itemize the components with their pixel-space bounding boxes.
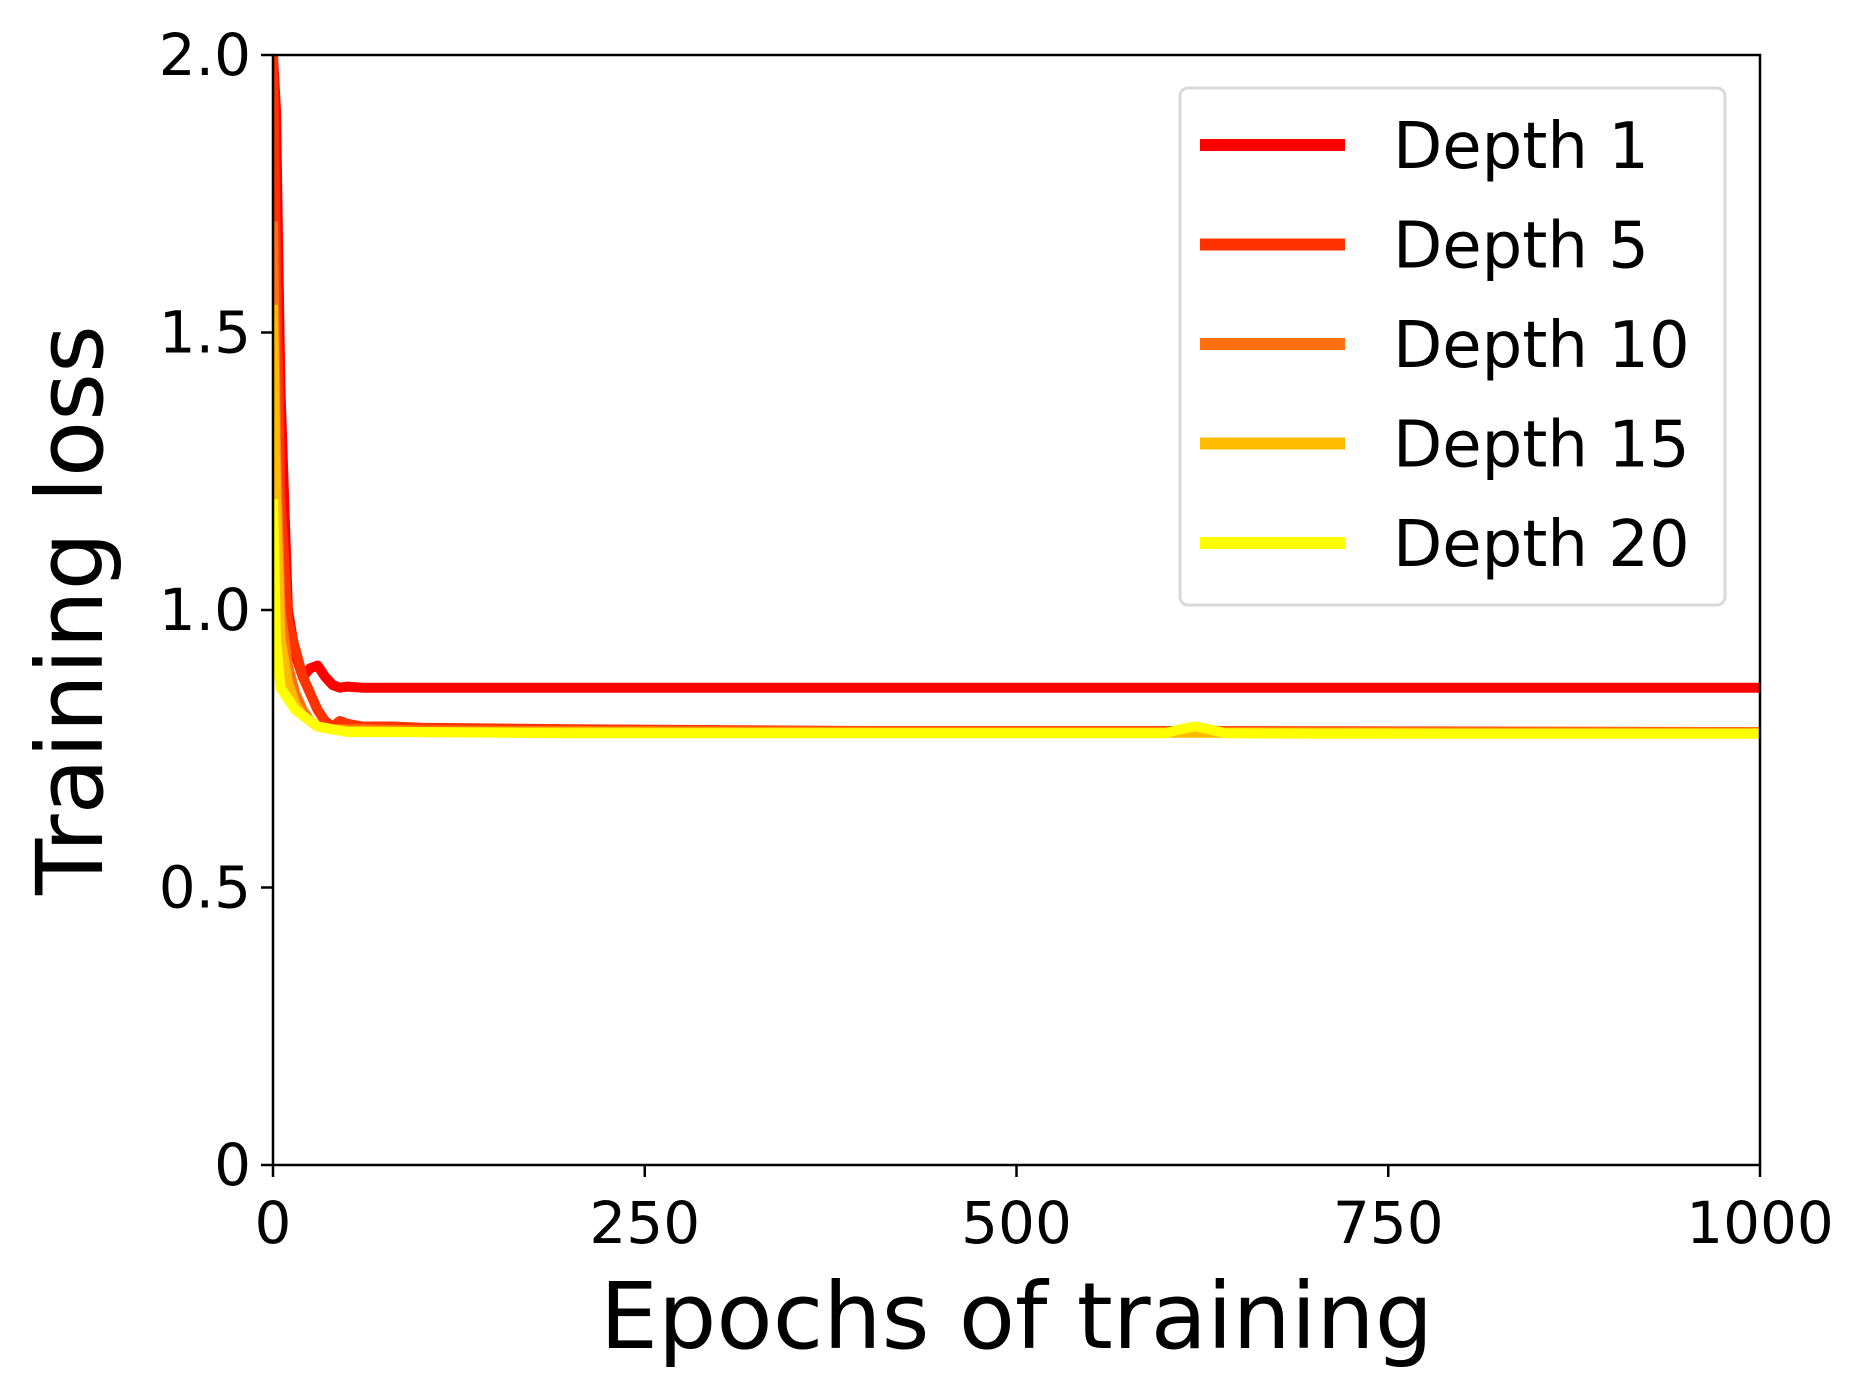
legend-label-1: Depth 1 [1393, 110, 1649, 184]
legend-label-4: Depth 15 [1393, 409, 1690, 483]
y-tick-label: 1.5 [159, 299, 251, 367]
legend-label-3: Depth 10 [1393, 309, 1690, 383]
x-tick-label: 1000 [1686, 1189, 1834, 1257]
x-axis-title: Epochs of training [600, 1263, 1433, 1370]
x-tick-label: 500 [961, 1189, 1072, 1257]
legend-box [1178, 86, 1727, 607]
legend: Depth 1 Depth 5 Depth 10 Depth 15 Depth 20 [1178, 86, 1727, 607]
x-tick-label: 750 [1333, 1189, 1444, 1257]
y-tick-label: 0 [214, 1131, 251, 1199]
x-tick-label: 0 [255, 1189, 292, 1257]
axes-layer: 0 250 500 750 1000 0 0.5 1.0 1.5 2.0 Epochs of tra… [17, 21, 1834, 1370]
y-tick-label: 0.5 [159, 854, 251, 922]
y-tick-label: 1.0 [159, 576, 251, 644]
legend-label-5: Depth 20 [1393, 508, 1690, 582]
x-tick-label: 250 [589, 1189, 700, 1257]
legend-label-2: Depth 5 [1393, 210, 1649, 284]
y-axis-title: Training loss [17, 325, 124, 896]
y-tick-label: 2.0 [159, 21, 251, 89]
series-line-5 [273, 498, 1760, 739]
